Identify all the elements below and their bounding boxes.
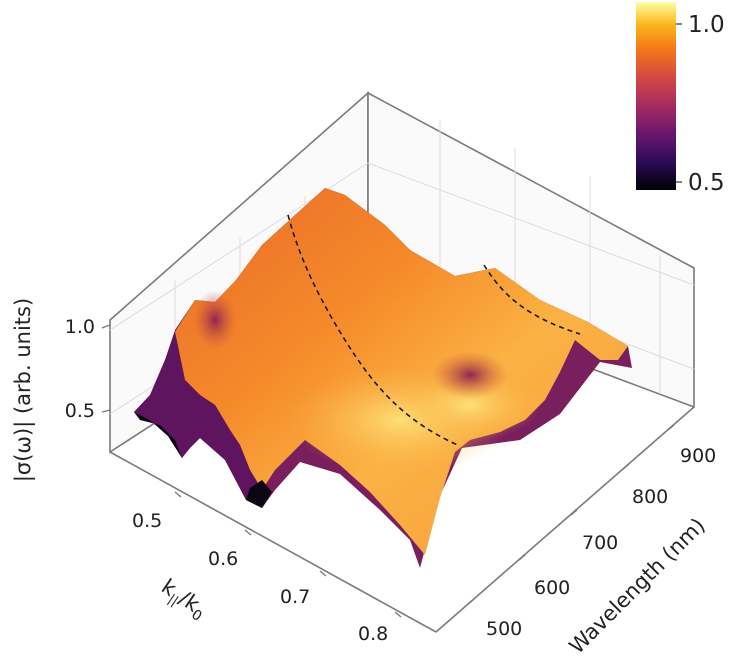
ridge-line-2 xyxy=(483,264,581,335)
x-tick-0.7: 0.7 xyxy=(280,586,310,608)
front-right-edge xyxy=(435,406,695,633)
y-tick-800: 800 xyxy=(632,486,668,508)
z-axis-title: |σ(ω)| (arb. units) xyxy=(11,298,36,482)
ridge-line-1 xyxy=(287,214,461,447)
surface-dark-pocket-2 xyxy=(246,480,272,508)
x-tick-0.6: 0.6 xyxy=(208,548,238,570)
colorbar-gradient xyxy=(636,2,676,190)
x-tick-0.8: 0.8 xyxy=(358,623,388,645)
surface xyxy=(134,188,632,568)
surface-shadow-front xyxy=(134,332,262,500)
y-tick-500: 500 xyxy=(486,618,522,640)
colorbar-max-label: 1.0 xyxy=(688,12,725,38)
y-tick-700: 700 xyxy=(582,532,618,554)
z-tick-0.5: 0.5 xyxy=(65,400,95,422)
x-axis: 0.5 0.6 0.7 0.8 k||/k0 xyxy=(132,491,402,645)
surface-bright-ridge xyxy=(400,370,540,440)
z-axis: 1.0 0.5 |σ(ω)| (arb. units) xyxy=(11,298,111,482)
surface-dark-pocket-1 xyxy=(134,412,182,458)
x-tick-0.5: 0.5 xyxy=(132,510,162,532)
x-axis-title: k||/k0 xyxy=(155,574,211,625)
z-tick-1.0: 1.0 xyxy=(65,316,95,338)
surface-dip-left xyxy=(193,290,237,350)
svg-text:k||/k0: k||/k0 xyxy=(155,574,211,625)
y-tick-600: 600 xyxy=(534,577,570,599)
colorbar: 1.0 0.5 xyxy=(636,2,725,196)
colorbar-min-label: 0.5 xyxy=(688,170,725,196)
y-tick-900: 900 xyxy=(680,445,716,467)
front-left-edge xyxy=(109,451,437,633)
y-axis: 500 600 700 800 900 Wavelength (nm) xyxy=(466,424,716,659)
surface-dip xyxy=(432,351,508,399)
